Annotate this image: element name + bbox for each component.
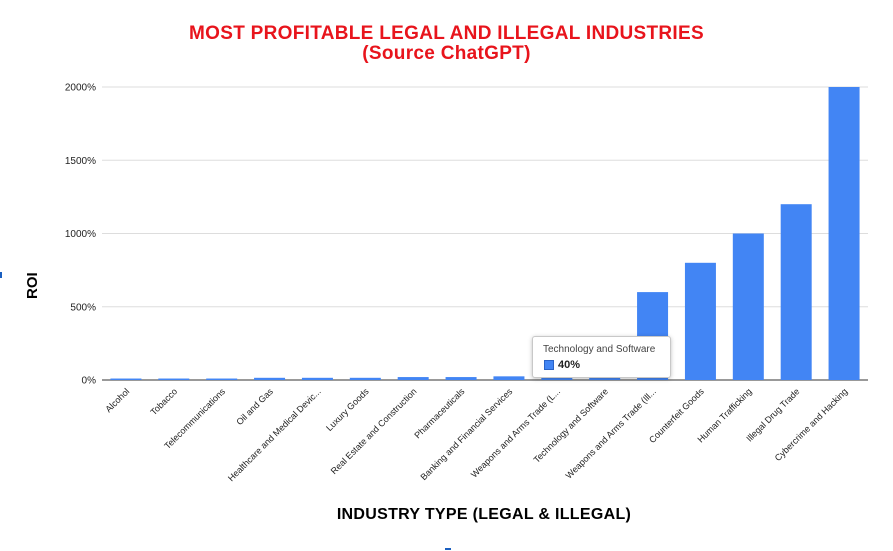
bar[interactable]: [158, 378, 190, 380]
x-tick-label: Real Estate and Construction: [329, 386, 419, 476]
y-tick-label: 1500%: [65, 156, 96, 167]
bar[interactable]: [110, 378, 142, 380]
y-tick-label: 0%: [82, 376, 97, 387]
tooltip-swatch-icon: [544, 360, 554, 370]
bar[interactable]: [828, 87, 860, 380]
bar[interactable]: [301, 377, 333, 380]
bar[interactable]: [397, 377, 429, 380]
bar[interactable]: [254, 377, 286, 380]
tooltip-category: Technology and Software: [543, 344, 656, 355]
x-tick-label: Tobacco: [148, 386, 179, 417]
x-tick-label: Alcohol: [103, 386, 131, 414]
y-axis-label: ROI: [24, 272, 41, 299]
bar[interactable]: [732, 233, 764, 381]
x-tick-label: Pharmaceuticals: [412, 386, 466, 440]
bar[interactable]: [206, 378, 238, 380]
chart-title: MOST PROFITABLE LEGAL AND ILLEGAL INDUST…: [189, 23, 704, 44]
tooltip-value: 40%: [558, 359, 581, 371]
y-tick-label: 1000%: [65, 229, 96, 240]
y-tick-label: 2000%: [65, 83, 96, 94]
x-tick-label: Weapons and Arms Trade (Ill...: [564, 386, 658, 480]
x-tick-label: Oil and Gas: [234, 386, 275, 427]
y-axis-ticks: 0% 500% 1000% 1500% 2000%: [65, 83, 96, 387]
bar[interactable]: [780, 204, 812, 380]
bar[interactable]: [684, 262, 716, 380]
chart-subtitle: (Source ChatGPT): [362, 43, 531, 64]
left-edge-handle[interactable]: [0, 272, 2, 278]
x-tick-label: Healthcare and Medical Devic...: [226, 386, 323, 483]
y-tick-label: 500%: [70, 302, 96, 313]
bar[interactable]: [493, 376, 525, 380]
bar-tooltip: Technology and Software 40%: [532, 336, 671, 378]
bar[interactable]: [349, 377, 381, 380]
x-tick-label: Luxury Goods: [324, 386, 371, 433]
bar[interactable]: [445, 377, 477, 380]
x-tick-label: Weapons and Arms Trade (L...: [469, 386, 562, 479]
bottom-edge-handle[interactable]: [445, 548, 451, 550]
x-tick-label: Banking and Financial Services: [418, 386, 514, 482]
x-axis-label: INDUSTRY TYPE (LEGAL & ILLEGAL): [336, 506, 632, 523]
